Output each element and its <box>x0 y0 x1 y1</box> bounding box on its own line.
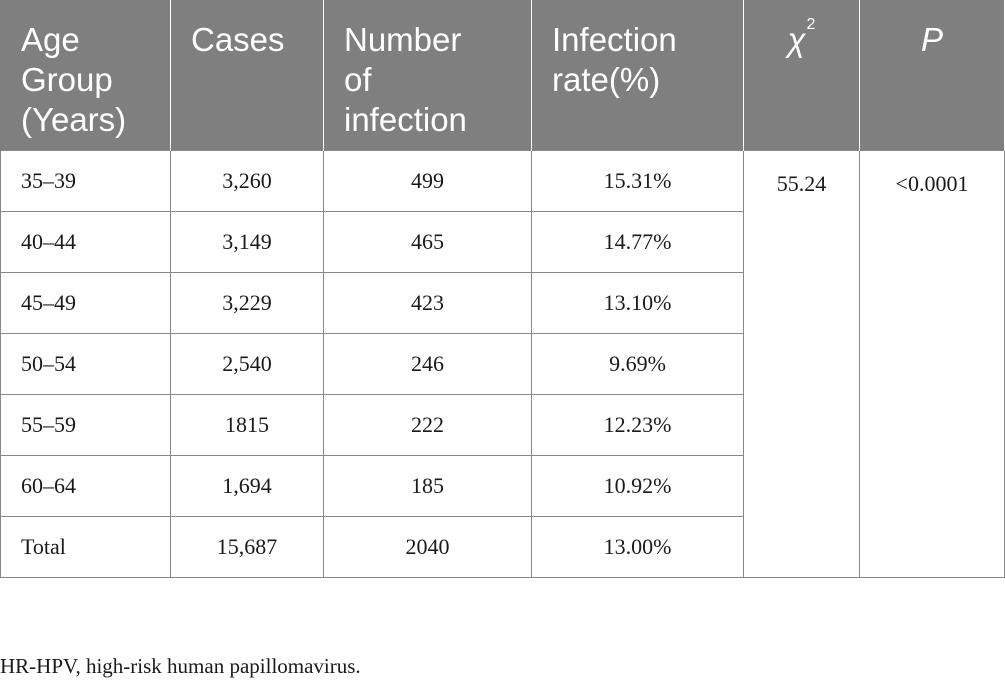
cell-infections: 465 <box>323 211 532 273</box>
cell-age-group: 45–49 <box>0 272 171 334</box>
cell-age-group: 40–44 <box>0 211 171 273</box>
cell-infections: 222 <box>323 394 532 456</box>
cell-cases: 3,260 <box>170 150 324 212</box>
cell-cases: 3,149 <box>170 211 324 273</box>
table-row: 35–39 3,260 499 15.31% 55.24 <0.0001 <box>0 150 1005 578</box>
table-row-total: Total 15,687 2040 13.00% <box>0 516 1005 578</box>
cell-infections: 2040 <box>323 516 532 578</box>
cell-infection-rate: 9.69% <box>531 333 744 395</box>
infection-table: Age Group (Years) Cases Number of infect… <box>0 0 1005 578</box>
cell-infections: 185 <box>323 455 532 517</box>
header-age-group: Age Group (Years) <box>0 0 171 151</box>
cell-infection-rate: 14.77% <box>531 211 744 273</box>
cell-infection-rate: 10.92% <box>531 455 744 517</box>
cell-age-group: 50–54 <box>0 333 171 395</box>
cell-age-group: 60–64 <box>0 455 171 517</box>
cell-cases: 3,229 <box>170 272 324 334</box>
cell-age-group: Total <box>0 516 171 578</box>
header-chi-square: χ2 <box>743 0 860 151</box>
table-footnote: HR-HPV, high-risk human papillomavirus. <box>0 654 361 678</box>
cell-cases: 1815 <box>170 394 324 456</box>
cell-infections: 423 <box>323 272 532 334</box>
cell-infections: 246 <box>323 333 532 395</box>
table-row: 50–54 2,540 246 9.69% <box>0 333 1005 395</box>
cell-cases: 1,694 <box>170 455 324 517</box>
cell-chi-square: 55.24 <box>743 150 860 578</box>
cell-infection-rate: 13.00% <box>531 516 744 578</box>
cell-p-value: <0.0001 <box>859 150 1005 578</box>
cell-cases: 2,540 <box>170 333 324 395</box>
table-row: 60–64 1,694 185 10.92% <box>0 455 1005 517</box>
header-cases: Cases <box>170 0 324 151</box>
cell-age-group: 55–59 <box>0 394 171 456</box>
header-p-value: P <box>859 0 1005 151</box>
cell-infection-rate: 15.31% <box>531 150 744 212</box>
cell-cases: 15,687 <box>170 516 324 578</box>
cell-infections: 499 <box>323 150 532 212</box>
cell-age-group: 35–39 <box>0 150 171 212</box>
table-row: 55–59 1815 222 12.23% <box>0 394 1005 456</box>
cell-infection-rate: 12.23% <box>531 394 744 456</box>
header-row: Age Group (Years) Cases Number of infect… <box>0 0 1005 151</box>
header-infection-rate: Infection rate(%) <box>531 0 744 151</box>
cell-infection-rate: 13.10% <box>531 272 744 334</box>
table-container: Age Group (Years) Cases Number of infect… <box>0 0 1005 578</box>
header-number-of-infection: Number of infection <box>323 0 532 151</box>
